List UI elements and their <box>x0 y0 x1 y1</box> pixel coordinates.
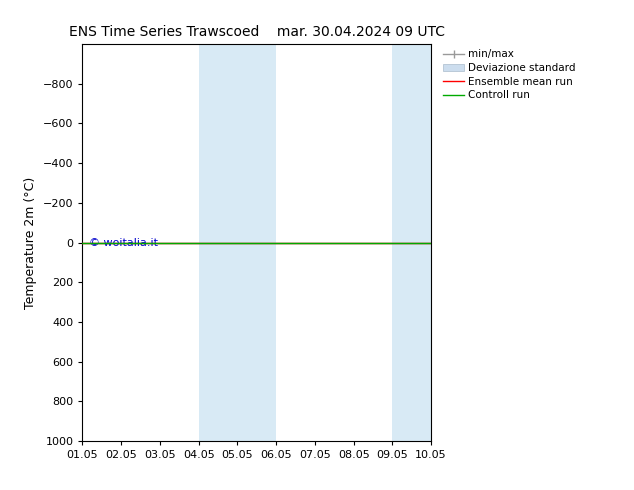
Text: © woitalia.it: © woitalia.it <box>89 238 158 247</box>
Y-axis label: Temperature 2m (°C): Temperature 2m (°C) <box>24 176 37 309</box>
Bar <box>392 44 431 441</box>
Bar <box>198 44 276 441</box>
Title: ENS Time Series Trawscoed    mar. 30.04.2024 09 UTC: ENS Time Series Trawscoed mar. 30.04.202… <box>68 25 445 39</box>
Legend: min/max, Deviazione standard, Ensemble mean run, Controll run: min/max, Deviazione standard, Ensemble m… <box>443 49 576 100</box>
